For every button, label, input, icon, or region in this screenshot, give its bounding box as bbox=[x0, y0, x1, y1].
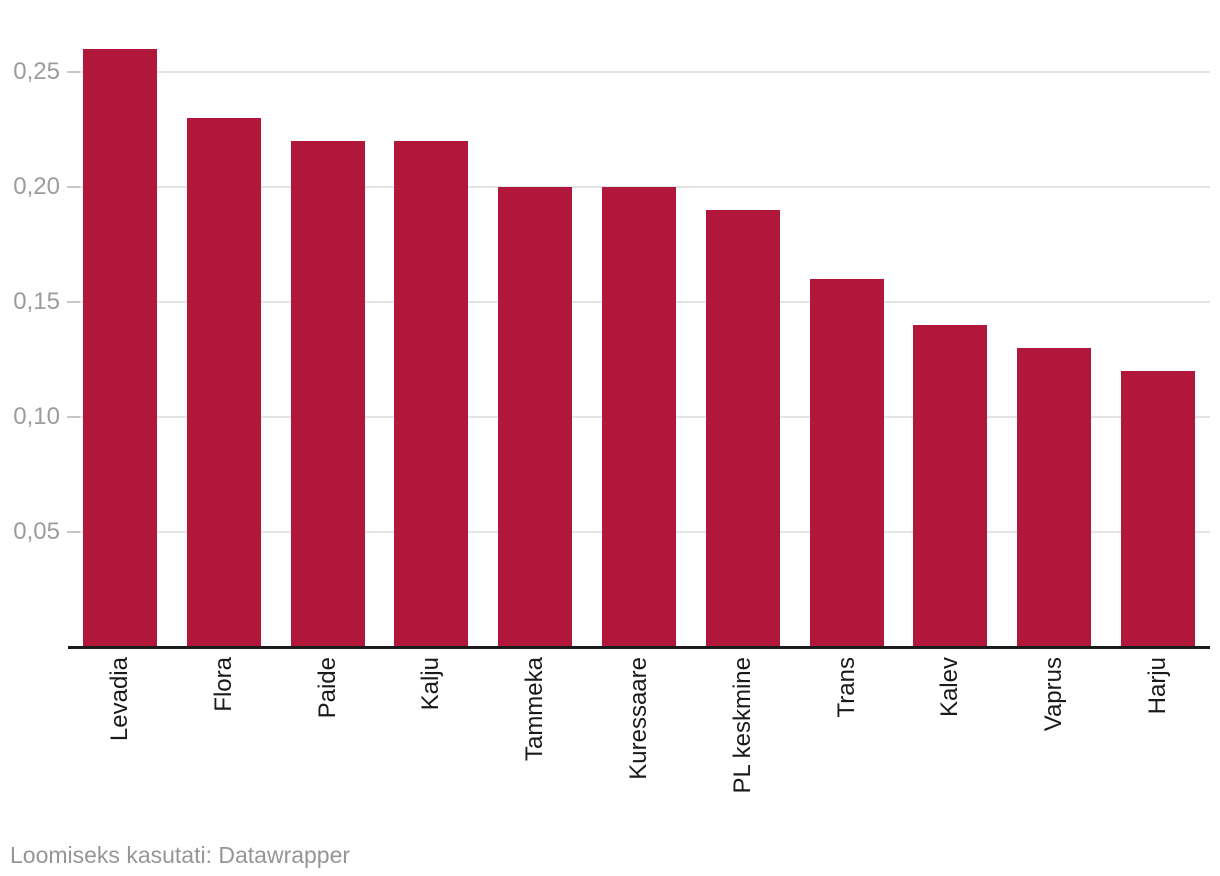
bar-harju[interactable] bbox=[1121, 371, 1195, 647]
y-axis-tick bbox=[67, 301, 80, 303]
bar-flora[interactable] bbox=[187, 118, 261, 647]
footer-attribution-text: Loomiseks kasutati: bbox=[10, 842, 219, 868]
x-axis-label: Trans bbox=[833, 657, 860, 718]
y-axis-tick bbox=[67, 416, 80, 418]
y-axis-tick bbox=[67, 71, 80, 73]
x-axis-label: Kalev bbox=[936, 657, 963, 718]
y-axis-label: 0,25 bbox=[13, 58, 60, 85]
chart-footer: Loomiseks kasutati: Datawrapper bbox=[10, 841, 350, 869]
x-axis-label: Paide bbox=[314, 657, 341, 719]
bar-tammeka[interactable] bbox=[498, 187, 572, 647]
x-axis-label: Harju bbox=[1144, 657, 1171, 715]
bar-levadia[interactable] bbox=[83, 49, 157, 647]
x-axis-line bbox=[68, 646, 1210, 649]
x-axis-label: Flora bbox=[210, 657, 237, 712]
x-axis-label: Tammeka bbox=[521, 657, 548, 762]
bar-vaprus[interactable] bbox=[1017, 348, 1091, 647]
y-axis-label: 0,05 bbox=[13, 518, 60, 545]
y-axis-label: 0,15 bbox=[13, 288, 60, 315]
x-axis-label: Kalju bbox=[417, 657, 444, 711]
datawrapper-link[interactable]: Datawrapper bbox=[218, 842, 351, 868]
bar-kalju[interactable] bbox=[394, 141, 468, 647]
bar-pl-keskmine[interactable] bbox=[706, 210, 780, 647]
y-gridline bbox=[68, 71, 1210, 73]
bar-kuressaare[interactable] bbox=[602, 187, 676, 647]
x-axis-label: Vaprus bbox=[1040, 657, 1067, 732]
y-axis-label: 0,10 bbox=[13, 403, 60, 430]
x-axis-label: PL keskmine bbox=[729, 657, 756, 794]
bar-kalev[interactable] bbox=[913, 325, 987, 647]
bar-trans[interactable] bbox=[810, 279, 884, 647]
x-axis-label: Levadia bbox=[106, 657, 133, 742]
y-axis-tick bbox=[67, 531, 80, 533]
y-axis-label: 0,20 bbox=[13, 173, 60, 200]
y-axis-tick bbox=[67, 186, 80, 188]
x-axis-label: Kuressaare bbox=[625, 657, 652, 780]
bar-paide[interactable] bbox=[291, 141, 365, 647]
